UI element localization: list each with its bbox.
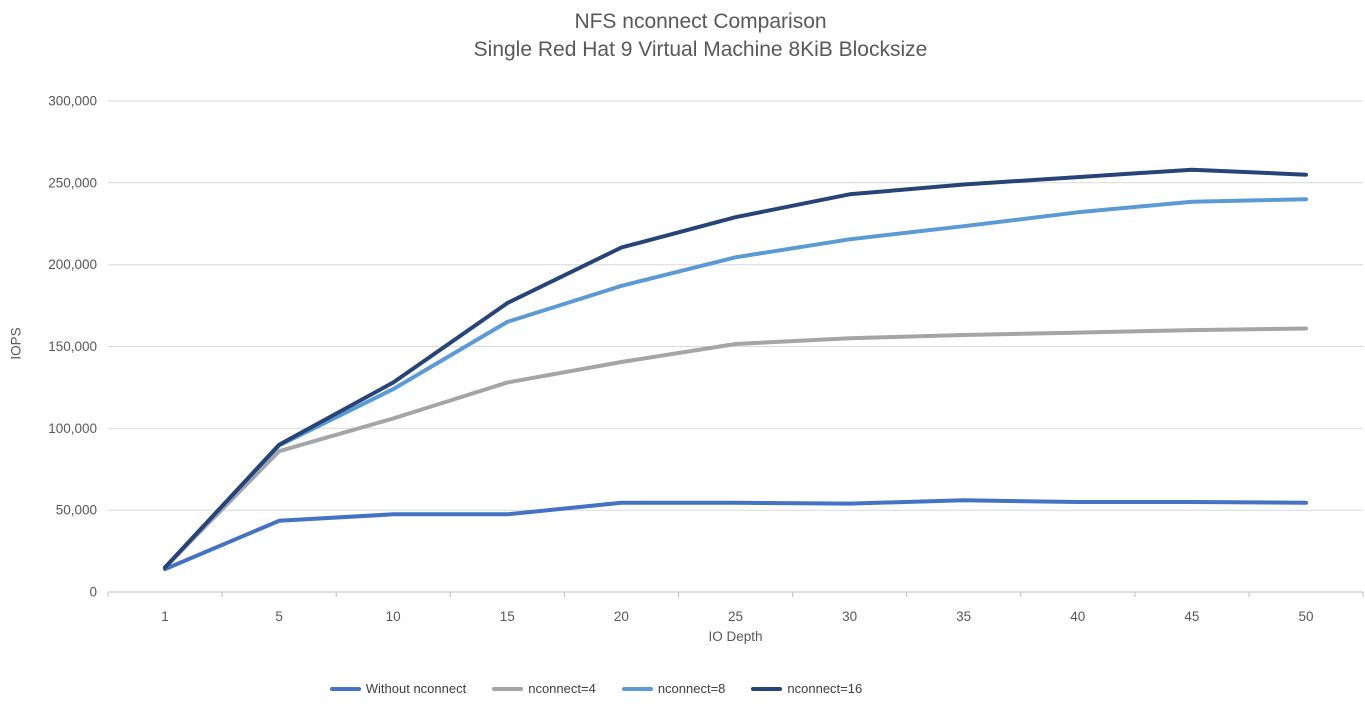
chart-title: NFS nconnect Comparison [574, 10, 827, 33]
y-tick-label: 50,000 [56, 503, 97, 518]
x-axis-tick-labels: 1 5 10 15 20 25 30 35 40 45 50 [161, 609, 1313, 624]
y-tick-label: 200,000 [48, 257, 97, 272]
x-axis-title: IO Depth [708, 629, 763, 644]
y-axis-tick-labels: 0 50,000 100,000 150,000 200,000 250,000 300,0… [48, 94, 97, 600]
series-line-nconnect-16 [163, 167, 1308, 570]
y-tick-label: 0 [89, 585, 97, 600]
y-tick-label: 300,000 [48, 94, 97, 109]
x-tick-label: 35 [956, 609, 971, 624]
chart-title-block: NFS nconnect Comparison Single Red Hat 9… [36, 8, 1365, 64]
legend-label: Without nconnect [365, 681, 467, 696]
x-tick-label: 30 [842, 609, 857, 624]
y-axis-title: IOPS [8, 327, 24, 360]
y-tick-label: 150,000 [48, 339, 97, 354]
legend-item-without-nconnect: Without nconnect [329, 681, 467, 696]
x-tick-label: 25 [728, 609, 743, 624]
x-tick-label: 15 [500, 609, 515, 624]
chart-legend: Without nconnect nconnect=4 nconnect=8 ncon… [0, 681, 1192, 696]
legend-label: nconnect=4 [528, 681, 596, 696]
legend-label: nconnect=16 [787, 681, 863, 696]
x-tick-label: 50 [1298, 609, 1313, 624]
legend-swatch [621, 686, 653, 691]
x-tick-label: 5 [275, 609, 283, 624]
x-tick-label: 10 [386, 609, 401, 624]
legend-swatch [751, 686, 783, 691]
x-tick-label: 1 [161, 609, 169, 624]
x-tick-label: 40 [1070, 609, 1085, 624]
legend-item-nconnect-16: nconnect=16 [751, 681, 862, 696]
x-axis-ticks [107, 592, 1364, 597]
x-tick-label: 45 [1184, 609, 1199, 624]
chart-subtitle: Single Red Hat 9 Virtual Machine 8KiB Bl… [473, 38, 928, 61]
series-line-nconnect-4 [163, 326, 1308, 570]
legend-item-nconnect-4: nconnect=4 [492, 681, 596, 696]
legend-item-nconnect-8: nconnect=8 [621, 681, 726, 696]
y-tick-label: 250,000 [48, 175, 97, 190]
y-tick-label: 100,000 [48, 421, 97, 436]
legend-label: nconnect=8 [657, 681, 726, 696]
x-tick-label: 20 [614, 609, 629, 624]
legend-swatch [329, 686, 361, 691]
series-line-without-nconnect [163, 498, 1308, 572]
series-line-nconnect-8 [163, 197, 1308, 570]
legend-swatch [492, 686, 524, 691]
